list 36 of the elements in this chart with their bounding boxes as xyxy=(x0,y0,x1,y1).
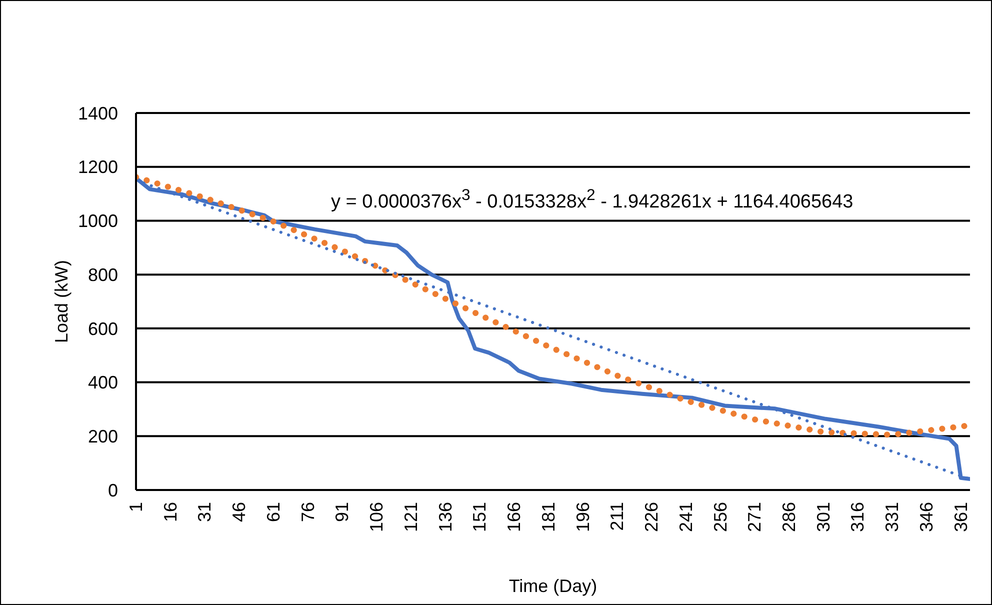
x-tick-label: 46 xyxy=(229,502,250,522)
x-tick-label: 196 xyxy=(572,502,593,532)
y-tick-label: 200 xyxy=(88,426,118,447)
x-tick-label: 286 xyxy=(778,502,799,532)
y-tick-label: 800 xyxy=(88,264,118,285)
x-tick-label: 1 xyxy=(126,502,146,512)
x-tick-label: 61 xyxy=(263,502,284,522)
y-tick-label: 0 xyxy=(108,480,118,500)
x-tick-label: 226 xyxy=(642,502,662,532)
y-axis-title: Load (kW) xyxy=(51,260,72,344)
x-tick-label: 346 xyxy=(916,502,936,532)
x-tick-label: 331 xyxy=(882,502,902,532)
x-tick-label: 91 xyxy=(332,502,352,522)
x-tick-label: 136 xyxy=(435,502,456,532)
x-tick-label: 241 xyxy=(676,502,696,532)
x-axis-title: Time (Day) xyxy=(508,576,598,596)
x-tick-label: 301 xyxy=(813,502,834,532)
x-tick-label: 16 xyxy=(160,502,180,522)
y-tick-label: 400 xyxy=(88,372,118,393)
y-tick-label: 1200 xyxy=(78,157,118,178)
x-tick-label: 271 xyxy=(744,502,765,532)
x-tick-label: 121 xyxy=(400,502,421,532)
x-tick-label: 151 xyxy=(470,502,490,532)
y-tick-label: 600 xyxy=(88,318,118,339)
y-tick-label: 1000 xyxy=(78,211,118,232)
x-tick-label: 361 xyxy=(950,502,971,532)
x-tick-label: 181 xyxy=(538,502,558,532)
x-tick-label: 106 xyxy=(366,502,387,532)
annotation: y = 0.0000376x$^{3}$ - 0.0153328x$^{2}$ - 1.9428261x + 1164.4065643 xyxy=(331,187,854,214)
y-tick-label: 1400 xyxy=(78,103,118,124)
x-tick-label: 256 xyxy=(710,502,730,532)
x-tick-label: 166 xyxy=(504,502,524,532)
x-tick-label: 31 xyxy=(194,502,215,522)
x-tick-label: 76 xyxy=(298,502,318,522)
x-tick-label: 211 xyxy=(607,502,628,531)
x-tick-label: 316 xyxy=(848,502,868,532)
